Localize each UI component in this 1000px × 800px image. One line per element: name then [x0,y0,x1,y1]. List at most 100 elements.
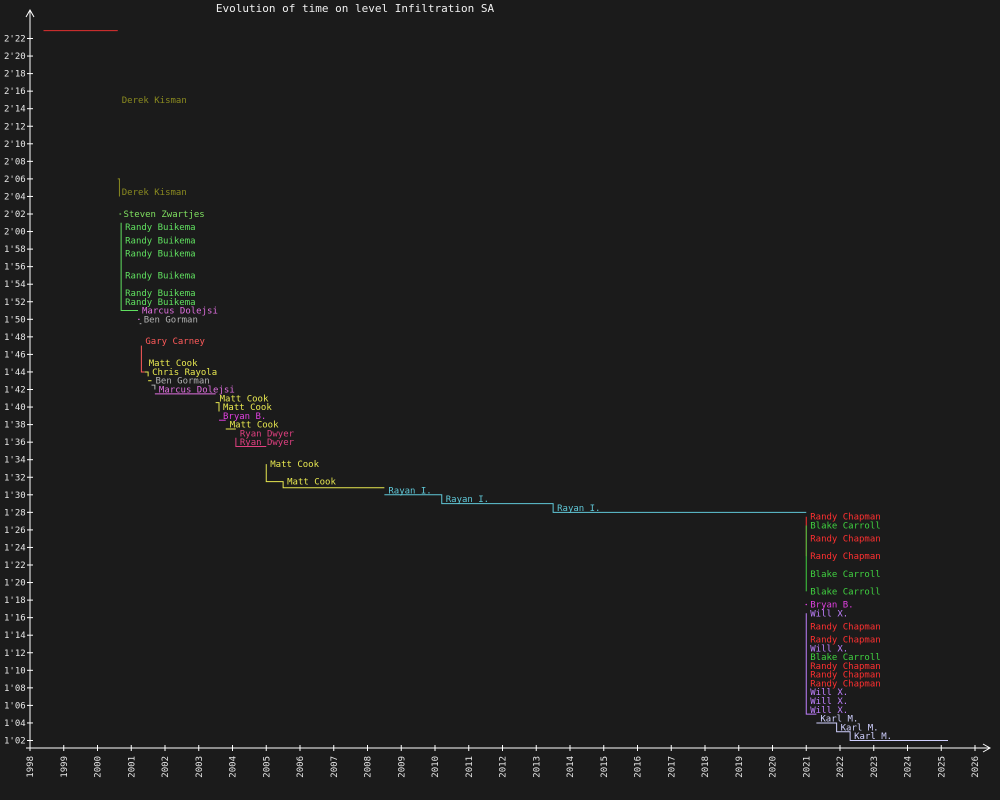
record-holder-label: Steven Zwartjes [123,210,204,220]
record-holder-label: Randy Buikema [125,236,195,246]
record-holder-label: Matt Cook [230,421,279,431]
y-tick-label: 2'16 [4,87,26,97]
x-tick-label: 2021 [802,756,812,778]
y-tick-label: 2'20 [4,52,26,62]
x-tick-label: 2006 [296,756,306,778]
x-tick-label: 2016 [634,756,644,778]
record-holder-label: Randy Chapman [810,662,880,672]
series-line [144,371,149,377]
y-tick-label: 1'28 [4,508,26,518]
series-point [805,603,808,606]
x-tick-label: 2023 [870,756,880,778]
record-holder-label: Rayan I. [388,486,431,496]
record-holder-label: Ryan Dwyer [240,429,295,439]
y-tick-label: 2'14 [4,105,26,115]
record-holder-label: Randy Chapman [810,513,880,523]
y-tick-label: 1'22 [4,561,26,571]
y-tick-label: 2'10 [4,140,26,150]
record-holder-label: Derek Kisman [122,188,187,198]
record-holder-label: Ryan Dwyer [240,438,295,448]
record-holder-label: Randy Chapman [810,636,880,646]
series-line [120,222,138,312]
y-tick-label: 1'34 [4,456,26,466]
y-tick-label: 1'08 [4,684,26,694]
record-holder-label: Marcus Dolejsi [159,386,235,396]
record-holder-label: Matt Cook [220,394,269,404]
x-tick-label: 2014 [566,756,576,778]
x-tick-label: 2004 [229,756,239,778]
record-holder-label: Randy Chapman [810,671,880,681]
record-holder-label: Matt Cook [270,460,319,470]
series-line [151,384,156,390]
x-tick-label: 2013 [532,756,542,778]
record-holder-label: Matt Cook [149,359,198,369]
y-tick-label: 2'00 [4,228,26,238]
record-holder-label: Will X. [810,706,848,716]
series-line [265,464,385,489]
record-holder-label: Randy Chapman [810,535,880,545]
record-holder-label: Randy Chapman [810,679,880,689]
record-holder-label: Karl M. [841,723,879,733]
record-holder-label: Randy Buikema [125,289,195,299]
y-tick-label: 2'04 [4,192,26,202]
x-tick-label: 1998 [26,756,36,778]
record-holder-label: Randy Buikema [125,249,195,259]
series-line [235,437,267,448]
record-holder-label: Rayan I. [557,504,600,514]
record-holder-label: Randy Buikema [125,223,195,233]
y-tick-label: 1'56 [4,263,26,273]
y-tick-label: 2'18 [4,70,26,80]
record-holder-label: Karl M. [854,732,892,742]
record-holder-label: Randy Chapman [810,552,880,562]
y-tick-label: 1'20 [4,579,26,589]
x-tick-label: 2007 [330,756,340,778]
x-tick-label: 2018 [701,756,711,778]
x-tick-label: 2001 [127,756,137,778]
y-tick-label: 1'30 [4,491,26,501]
y-tick-label: 1'58 [4,245,26,255]
y-tick-label: 1'12 [4,649,26,659]
record-holder-label: Blake Carroll [810,653,880,663]
y-tick-label: 1'14 [4,631,26,641]
x-tick-label: 2015 [600,756,610,778]
series-line [140,345,145,373]
series-line [117,178,120,197]
y-tick-label: 1'36 [4,438,26,448]
record-holder-label: Bryan B. [810,600,853,610]
record-holder-label: Matt Cook [287,478,336,488]
record-holder-label: Matt Cook [223,403,272,413]
record-holder-label: Rayan I. [446,495,489,505]
y-tick-label: 1'10 [4,666,26,676]
record-holder-label: Blake Carroll [810,522,880,532]
y-tick-label: 1'38 [4,421,26,431]
y-tick-label: 1'26 [4,526,26,536]
record-holder-label: Will X. [810,644,848,654]
x-axis-arrow-icon [982,743,992,753]
y-tick-label: 1'52 [4,298,26,308]
y-tick-label: 1'44 [4,368,26,378]
series-line [384,494,807,513]
y-tick-label: 1'48 [4,333,26,343]
x-tick-label: 2026 [971,756,981,778]
record-holder-label: Ben Gorman [144,315,198,325]
x-tick-label: 2022 [836,756,846,778]
x-tick-label: 2011 [465,756,475,778]
x-tick-label: 2002 [161,756,171,778]
record-holder-label: Will X. [810,688,848,698]
x-tick-label: 2020 [769,756,779,778]
y-tick-label: 2'08 [4,157,26,167]
x-tick-label: 2012 [499,756,509,778]
y-tick-label: 1'40 [4,403,26,413]
record-holder-label: Derek Kisman [122,96,187,106]
record-holder-label: Will X. [810,697,848,707]
y-tick-label: 1'16 [4,614,26,624]
y-tick-label: 1'42 [4,386,26,396]
y-tick-label: 1'24 [4,543,26,553]
series-line [816,722,948,741]
y-tick-label: 1'02 [4,737,26,747]
record-holder-label: Randy Chapman [810,622,880,632]
y-axis-arrow-icon [25,8,35,18]
y-tick-label: 2'22 [4,35,26,45]
